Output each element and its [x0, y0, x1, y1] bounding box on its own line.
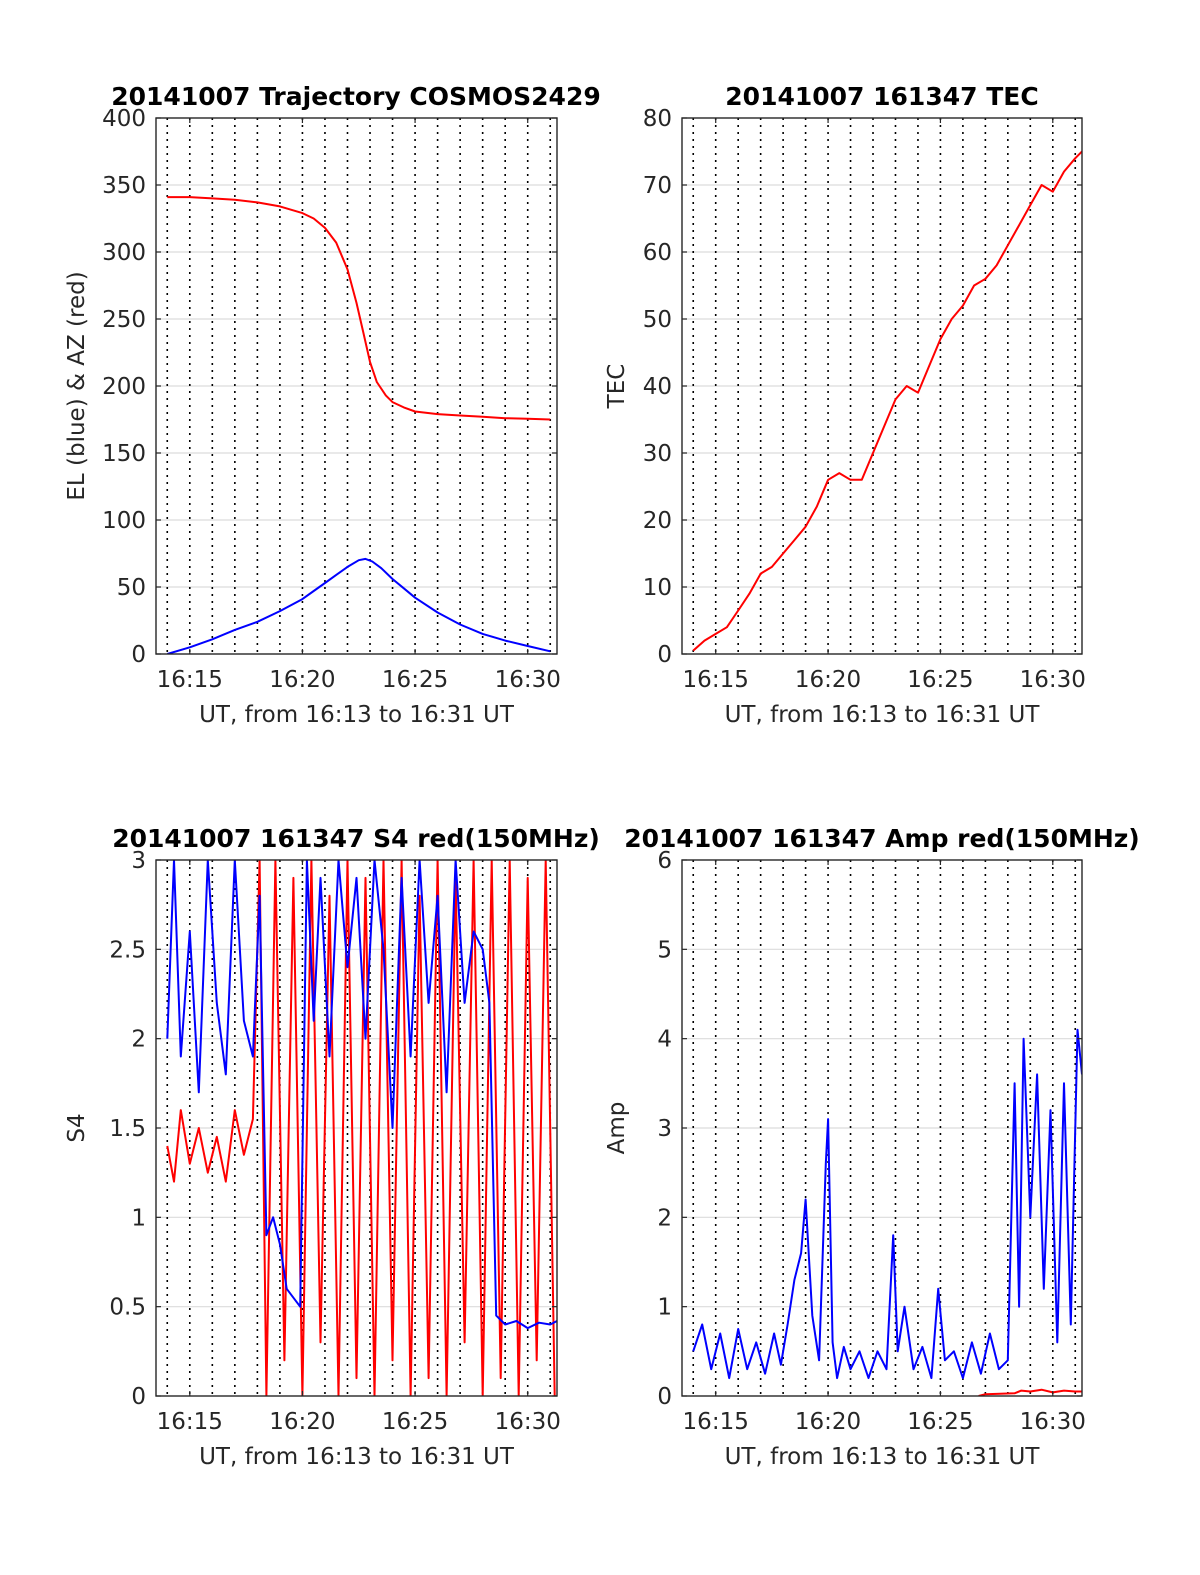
x-tick-label: 16:20 [795, 1409, 861, 1435]
series-line-2 [167, 557, 551, 654]
y-tick-label: 40 [643, 374, 672, 400]
series-line-1 [978, 1388, 1082, 1396]
y-tick-label: 0 [657, 1384, 672, 1410]
y-tick-label: 1.5 [109, 1116, 146, 1142]
y-tick-label: 5 [657, 937, 672, 963]
x-tick-label: 16:15 [683, 667, 749, 693]
x-tick-label: 16:25 [907, 667, 973, 693]
series-line-1 [166, 860, 556, 1396]
y-tick-label: 2.5 [109, 937, 146, 963]
chart-s4: 0 0.5 1 1.5 2 2.5 3 16:15 16:20 16:25 16:30 2014100… [64, 824, 600, 1470]
x-tick-label: 16:30 [495, 1409, 561, 1435]
chart-title: 20141007 161347 S4 red(150MHz) [112, 824, 600, 853]
x-axis-label: UT, from 16:13 to 16:31 UT [725, 1444, 1041, 1470]
x-tick-label: 16:15 [157, 667, 223, 693]
x-tick-label: 16:25 [382, 667, 448, 693]
chart-title: 20141007 Trajectory COSMOS2429 [111, 82, 601, 111]
x-axis-label: UT, from 16:13 to 16:31 UT [199, 702, 515, 728]
y-tick-label: 70 [643, 173, 672, 199]
y-tick-label: 0 [131, 642, 146, 668]
y-tick-label: 100 [102, 508, 146, 534]
y-tick-label: 1 [657, 1295, 672, 1321]
y-tick-label: 0.5 [109, 1295, 146, 1321]
chart-title: 20141007 161347 Amp red(150MHz) [624, 824, 1140, 853]
y-tick-label: 300 [102, 240, 146, 266]
y-axis-label: TEC [604, 364, 630, 410]
chart-title: 20141007 161347 TEC [725, 82, 1038, 111]
y-tick-label: 50 [643, 307, 672, 333]
x-axis-label: UT, from 16:13 to 16:31 UT [725, 702, 1041, 728]
y-tick-label: 30 [643, 441, 672, 467]
x-tick-label: 16:30 [1020, 1409, 1086, 1435]
x-tick-label: 16:15 [683, 1409, 749, 1435]
y-tick-label: 400 [102, 106, 146, 132]
y-axis-label: S4 [64, 1113, 90, 1142]
x-tick-label: 16:25 [907, 1409, 973, 1435]
y-tick-label: 150 [102, 441, 146, 467]
series-line-2 [692, 1028, 1082, 1380]
x-tick-label: 16:30 [495, 667, 561, 693]
x-tick-label: 16:20 [269, 1409, 335, 1435]
chart-tec: 0 10 20 30 40 50 60 70 80 16:15 16:20 16:25 16:30 201… [604, 82, 1086, 728]
series-line-1 [692, 150, 1082, 652]
y-tick-label: 6 [657, 848, 672, 874]
x-tick-label: 16:20 [795, 667, 861, 693]
x-tick-label: 16:20 [269, 667, 335, 693]
y-tick-label: 10 [643, 575, 672, 601]
series-line-2 [166, 860, 557, 1330]
y-axis-label: EL (blue) & AZ (red) [64, 271, 90, 500]
chart-trajectory: 0 50 100 150 200 250 300 350 400 16:15 16:20 16:25 1… [64, 82, 601, 728]
y-tick-label: 250 [102, 307, 146, 333]
y-tick-label: 200 [102, 374, 146, 400]
y-tick-label: 20 [643, 508, 672, 534]
y-tick-label: 350 [102, 173, 146, 199]
x-tick-label: 16:30 [1020, 667, 1086, 693]
y-tick-label: 0 [657, 642, 672, 668]
y-tick-label: 50 [117, 575, 146, 601]
x-tick-label: 16:25 [382, 1409, 448, 1435]
y-tick-label: 2 [657, 1205, 672, 1231]
y-tick-label: 2 [131, 1027, 146, 1053]
y-tick-label: 60 [643, 240, 672, 266]
y-tick-label: 3 [657, 1116, 672, 1142]
y-tick-label: 80 [643, 106, 672, 132]
series-line-1 [167, 196, 551, 421]
y-axis-label: Amp [604, 1102, 630, 1155]
x-axis-label: UT, from 16:13 to 16:31 UT [199, 1444, 515, 1470]
y-tick-label: 1 [131, 1205, 146, 1231]
y-tick-label: 3 [131, 848, 146, 874]
y-tick-label: 4 [657, 1027, 672, 1053]
chart-amp: 0 1 2 3 4 5 6 16:15 16:20 16:25 16:30 20141007 1613… [604, 824, 1140, 1470]
x-tick-label: 16:15 [157, 1409, 223, 1435]
y-tick-label: 0 [131, 1384, 146, 1410]
